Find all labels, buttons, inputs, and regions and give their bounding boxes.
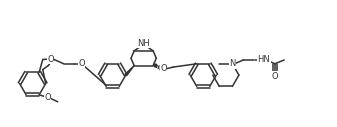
Polygon shape xyxy=(125,66,134,76)
Text: O: O xyxy=(44,93,51,102)
Text: N: N xyxy=(229,59,236,68)
Text: O: O xyxy=(271,72,278,81)
Text: O: O xyxy=(47,55,54,64)
Text: O: O xyxy=(160,64,167,73)
Text: HN: HN xyxy=(257,55,270,65)
Text: NH: NH xyxy=(137,39,150,48)
Text: O: O xyxy=(78,59,85,68)
